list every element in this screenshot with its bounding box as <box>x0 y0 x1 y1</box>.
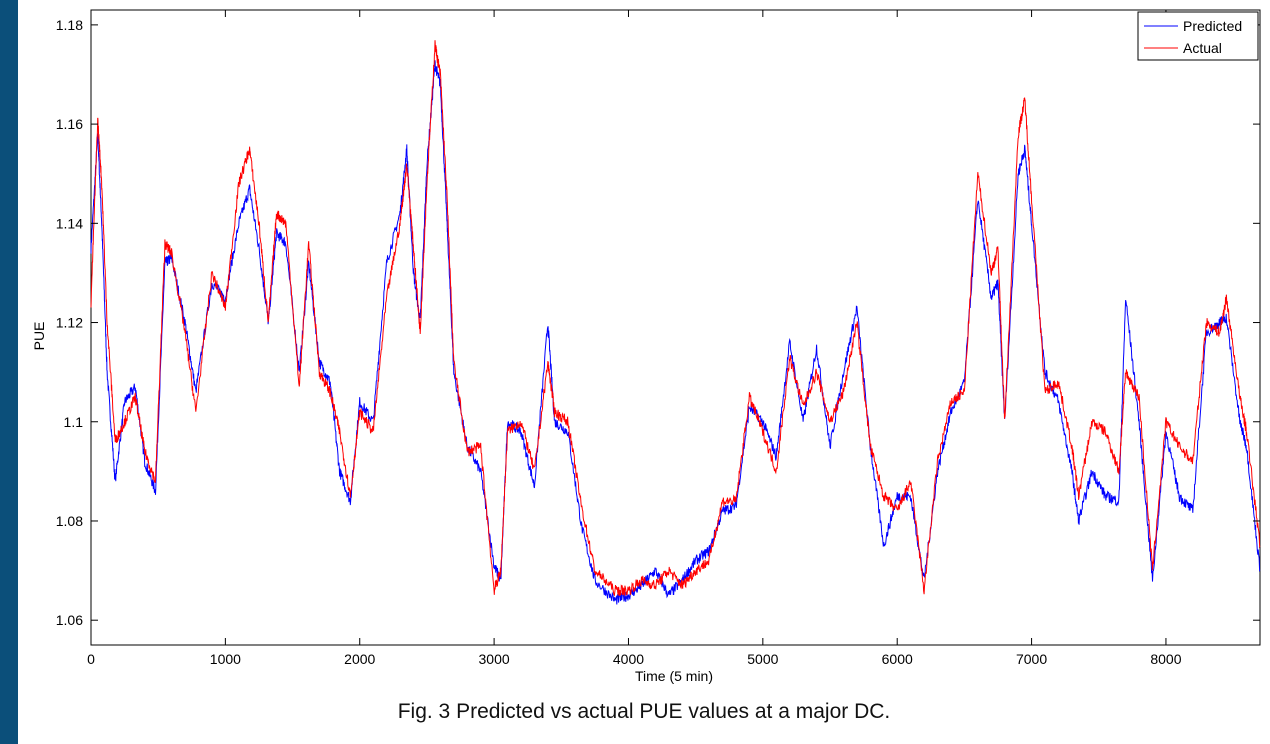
y-tick-label: 1.18 <box>56 17 83 33</box>
y-axis-label: PUE <box>31 322 47 351</box>
y-tick-label: 1.08 <box>56 513 83 529</box>
plot-area <box>90 9 1261 646</box>
x-tick-label: 7000 <box>1016 651 1047 667</box>
x-tick-label: 8000 <box>1150 651 1181 667</box>
chart: 0 1000 2000 3000 4000 5000 6000 7000 8000 1.061.… <box>31 9 1261 684</box>
x-tick-label: 2000 <box>344 651 375 667</box>
y-tick-label: 1.16 <box>56 116 83 132</box>
series-line-predicted <box>90 60 1261 605</box>
plot-frame <box>90 9 1261 646</box>
x-tick-label: 5000 <box>747 651 778 667</box>
series-line-actual <box>90 40 1261 597</box>
legend-label-predicted: Predicted <box>1183 18 1242 34</box>
y-tick-label: 1.06 <box>56 612 83 628</box>
slide: 0 1000 2000 3000 4000 5000 6000 7000 8000 1.06 1.… <box>18 0 1270 744</box>
y-tick-label: 1.14 <box>56 215 83 231</box>
x-tick-label: 3000 <box>479 651 510 667</box>
y-tick-label: 1.12 <box>56 315 83 331</box>
x-tick-label: 1000 <box>210 651 241 667</box>
x-tick-label: 6000 <box>882 651 913 667</box>
legend-label-actual: Actual <box>1183 40 1222 56</box>
legend: Predicted Actual <box>1137 11 1259 61</box>
legend-box <box>1137 11 1259 61</box>
y-tick-label: 1.1 <box>64 414 84 430</box>
x-axis-label: Time (5 min) <box>635 668 713 684</box>
x-axis: 0 1000 2000 3000 4000 5000 6000 7000 8000 <box>87 10 1182 667</box>
y-axis: 1.06 1.08 1.1 1.12 1.14 1.16 1.18 <box>56 17 1260 628</box>
x-tick-label: 0 <box>87 651 95 667</box>
figure-caption: Fig. 3 Predicted vs actual PUE values at… <box>397 700 891 723</box>
x-tick-label: 4000 <box>613 651 644 667</box>
